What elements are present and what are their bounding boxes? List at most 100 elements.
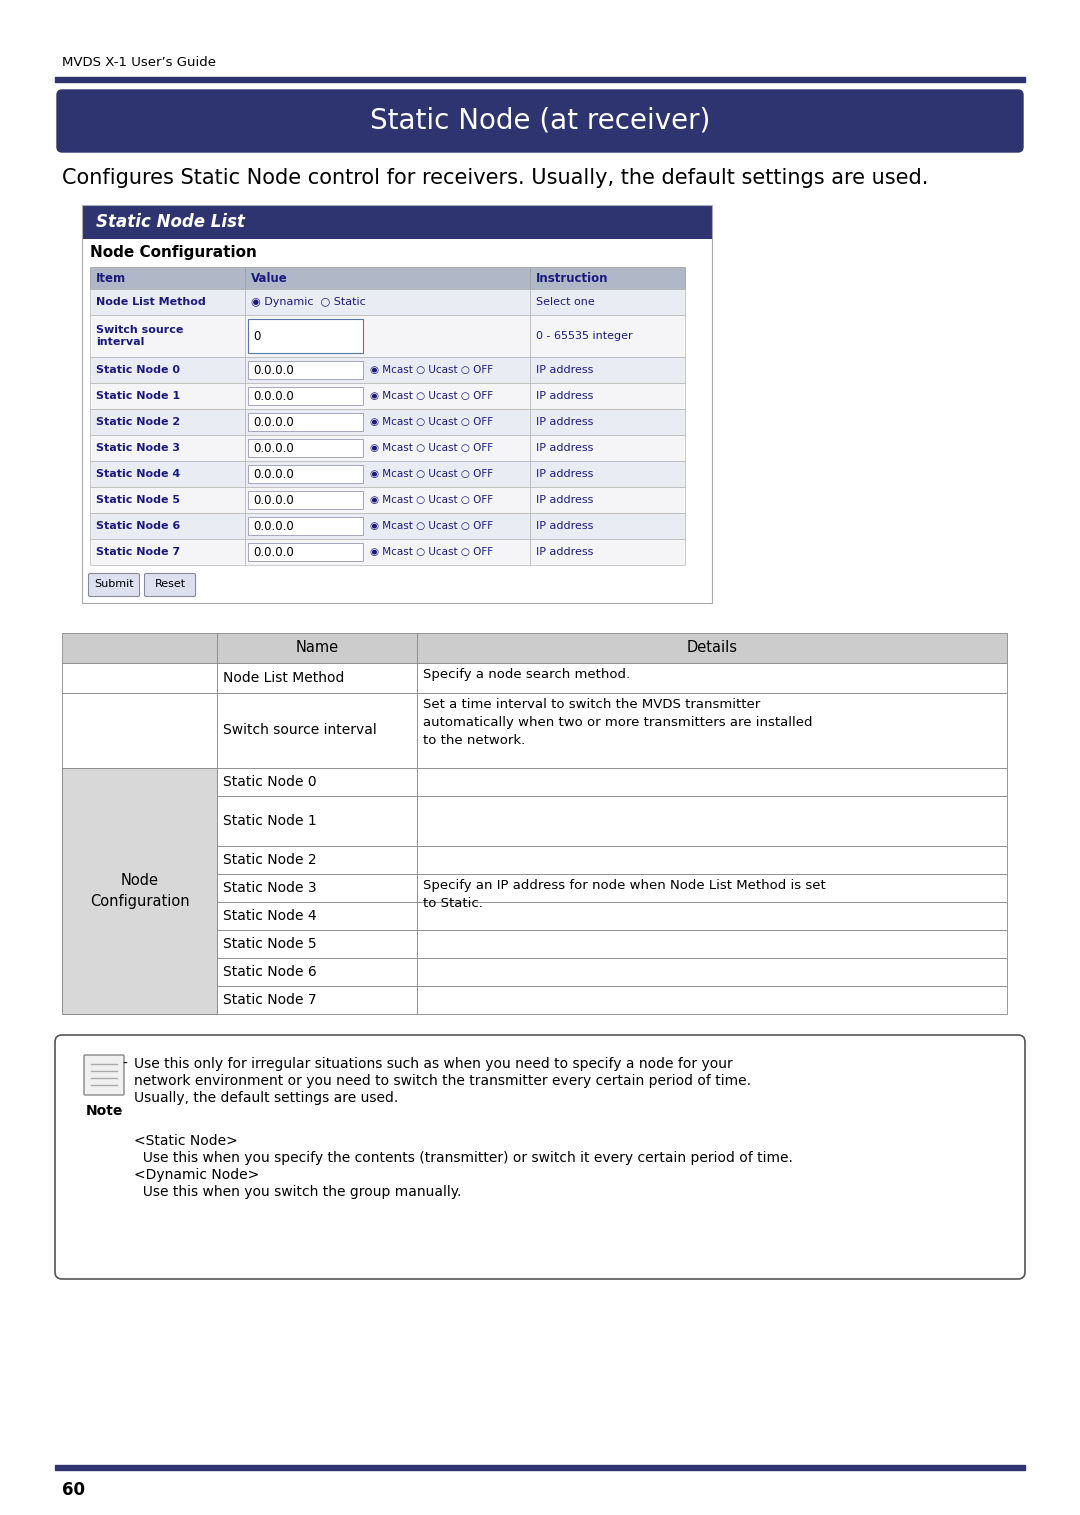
Text: Static Node 2: Static Node 2 [222,853,316,867]
Text: 0.0.0.0: 0.0.0.0 [253,441,294,454]
Bar [62,768,217,1014]
Text: Static Node 3: Static Node 3 [96,442,180,453]
Text: 0.0.0.0: 0.0.0.0 [253,494,294,506]
Text: Node List Method: Node List Method [222,671,345,685]
Bar [248,361,363,379]
Bar [530,315,685,358]
Bar [62,957,217,986]
Text: IP address: IP address [536,365,593,376]
Text: Static Node 7: Static Node 7 [96,547,180,558]
Bar [417,986,1007,1014]
Bar [248,414,363,430]
Text: Static Node 7: Static Node 7 [222,992,316,1007]
Bar [417,874,1007,901]
Bar [417,692,1007,768]
Bar [245,514,530,539]
Text: IP address: IP address [536,442,593,453]
Text: 0 - 65535 integer: 0 - 65535 integer [536,330,633,341]
Text: Use this when you specify the contents (transmitter) or switch it every certain : Use this when you specify the contents (… [134,1151,793,1165]
Text: Set a time interval to switch the MVDS transmitter
automatically when two or mor: Set a time interval to switch the MVDS t… [423,698,812,747]
Text: IP address: IP address [536,495,593,504]
Bar [530,435,685,461]
Text: Static Node 5: Static Node 5 [96,495,180,504]
Text: Value: Value [251,271,287,285]
Bar [417,795,1007,845]
Text: Instruction: Instruction [536,271,608,285]
Bar [530,514,685,539]
Text: Static Node 6: Static Node 6 [222,965,316,979]
FancyBboxPatch shape [57,89,1023,152]
Bar [62,845,217,874]
Bar [530,461,685,486]
Text: 0.0.0.0: 0.0.0.0 [253,468,294,480]
Text: Usually, the default settings are used.: Usually, the default settings are used. [134,1091,399,1104]
Text: IP address: IP address [536,470,593,479]
Text: IP address: IP address [536,521,593,530]
Bar [417,664,1007,692]
Text: Static Node List: Static Node List [96,214,245,230]
Text: Note: Note [85,1104,123,1118]
FancyBboxPatch shape [84,1054,124,1095]
Bar [90,315,245,358]
Bar [62,768,217,795]
Bar [248,320,363,353]
Text: IP address: IP address [536,547,593,558]
Bar [217,633,417,664]
Bar [248,439,363,458]
Bar [248,517,363,535]
Bar [90,461,245,486]
Bar [217,795,417,845]
Bar [90,539,245,565]
Bar [245,409,530,435]
Bar [530,289,685,315]
Text: Static Node 2: Static Node 2 [96,417,180,427]
Bar [530,486,685,514]
Text: Static Node 4: Static Node 4 [96,470,180,479]
Bar [245,435,530,461]
Bar [245,539,530,565]
Text: Select one: Select one [536,297,595,308]
Bar [245,486,530,514]
Bar [248,386,363,405]
Text: network environment or you need to switch the transmitter every certain period o: network environment or you need to switc… [134,1074,751,1088]
Bar [245,267,530,289]
Bar [90,289,245,315]
Bar [217,930,417,957]
Text: Specify an IP address for node when Node List Method is set
to Static.: Specify an IP address for node when Node… [423,879,826,911]
Text: ◉ Mcast ○ Ucast ○ OFF: ◉ Mcast ○ Ucast ○ OFF [370,417,494,427]
Text: ◉ Mcast ○ Ucast ○ OFF: ◉ Mcast ○ Ucast ○ OFF [370,365,494,376]
Text: ◉ Mcast ○ Ucast ○ OFF: ◉ Mcast ○ Ucast ○ OFF [370,391,494,401]
Bar [530,383,685,409]
Bar [217,845,417,874]
Text: 0.0.0.0: 0.0.0.0 [253,520,294,532]
Bar [55,77,1025,82]
Bar [530,358,685,383]
Bar [62,633,217,664]
Text: 0.0.0.0: 0.0.0.0 [253,545,294,559]
Text: Static Node 0: Static Node 0 [96,365,180,376]
Text: Configures Static Node control for receivers. Usually, the default settings are : Configures Static Node control for recei… [62,168,929,188]
Text: Node Configuration: Node Configuration [90,245,257,261]
Text: Specify a node search method.: Specify a node search method. [423,668,630,682]
Bar [248,491,363,509]
Text: Node
Configuration: Node Configuration [90,873,189,909]
Text: 0.0.0.0: 0.0.0.0 [253,364,294,377]
Text: Details: Details [687,641,738,656]
Text: Static Node 1: Static Node 1 [222,814,316,829]
Bar [217,664,417,692]
Bar [62,874,217,901]
Text: Use this when you switch the group manually.: Use this when you switch the group manua… [134,1185,461,1198]
Text: <Dynamic Node>: <Dynamic Node> [134,1168,259,1182]
Text: IP address: IP address [536,391,593,401]
Text: MVDS X-1 User’s Guide: MVDS X-1 User’s Guide [62,56,216,70]
Text: Static Node 3: Static Node 3 [222,882,316,895]
Bar [248,542,363,561]
Bar [530,267,685,289]
Text: ◉ Mcast ○ Ucast ○ OFF: ◉ Mcast ○ Ucast ○ OFF [370,442,494,453]
FancyBboxPatch shape [55,1035,1025,1279]
Text: Node List Method: Node List Method [96,297,206,308]
Bar [417,957,1007,986]
Bar [245,315,530,358]
Bar [62,692,217,768]
Bar [417,845,1007,874]
